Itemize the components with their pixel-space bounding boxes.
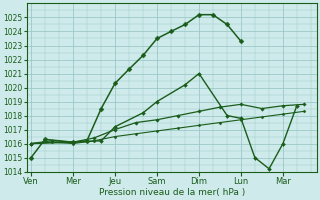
X-axis label: Pression niveau de la mer( hPa ): Pression niveau de la mer( hPa ) [99,188,245,197]
